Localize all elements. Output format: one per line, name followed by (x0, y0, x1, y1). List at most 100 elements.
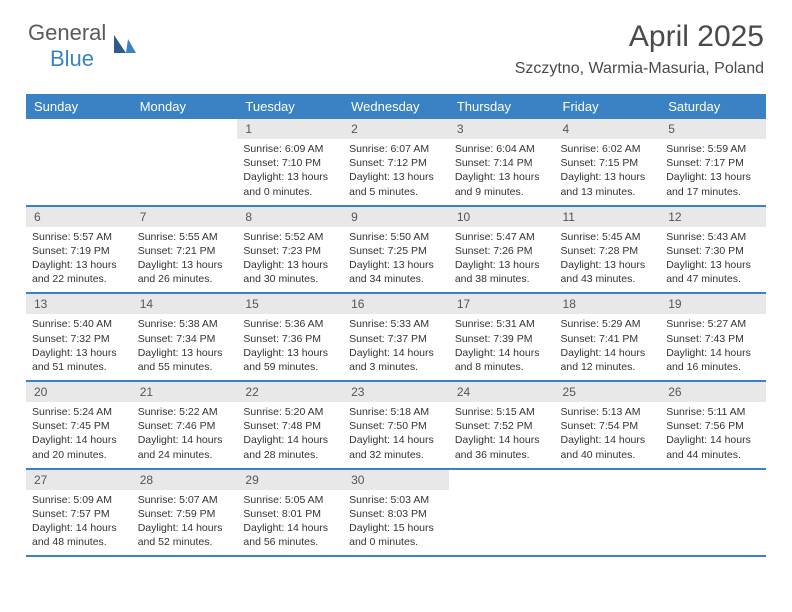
daylight-line: Daylight: 14 hours and 3 minutes. (349, 347, 434, 373)
day-content: Sunrise: 6:02 AMSunset: 7:15 PMDaylight:… (555, 139, 661, 205)
day-content: Sunrise: 5:57 AMSunset: 7:19 PMDaylight:… (26, 227, 132, 293)
calendar-day-cell: 14Sunrise: 5:38 AMSunset: 7:34 PMDayligh… (132, 293, 238, 381)
daylight-line: Daylight: 13 hours and 38 minutes. (455, 259, 540, 285)
sunset-line: Sunset: 7:28 PM (561, 245, 639, 257)
day-number: 1 (237, 119, 343, 139)
daylight-line: Daylight: 14 hours and 20 minutes. (32, 434, 117, 460)
day-number: 19 (660, 294, 766, 314)
day-number: 27 (26, 470, 132, 490)
daylight-line: Daylight: 13 hours and 43 minutes. (561, 259, 646, 285)
day-content: Sunrise: 5:55 AMSunset: 7:21 PMDaylight:… (132, 227, 238, 293)
sunset-line: Sunset: 7:39 PM (455, 333, 533, 345)
calendar-week-row: 20Sunrise: 5:24 AMSunset: 7:45 PMDayligh… (26, 381, 766, 469)
daylight-line: Daylight: 14 hours and 56 minutes. (243, 522, 328, 548)
calendar-table: SundayMondayTuesdayWednesdayThursdayFrid… (26, 94, 766, 557)
calendar-empty-cell (449, 469, 555, 557)
sunset-line: Sunset: 7:32 PM (32, 333, 110, 345)
calendar-day-cell: 10Sunrise: 5:47 AMSunset: 7:26 PMDayligh… (449, 206, 555, 294)
day-content: Sunrise: 5:59 AMSunset: 7:17 PMDaylight:… (660, 139, 766, 205)
calendar-day-cell: 9Sunrise: 5:50 AMSunset: 7:25 PMDaylight… (343, 206, 449, 294)
day-number: 5 (660, 119, 766, 139)
day-content: Sunrise: 5:11 AMSunset: 7:56 PMDaylight:… (660, 402, 766, 468)
calendar-day-cell: 20Sunrise: 5:24 AMSunset: 7:45 PMDayligh… (26, 381, 132, 469)
calendar-day-cell: 19Sunrise: 5:27 AMSunset: 7:43 PMDayligh… (660, 293, 766, 381)
sunrise-line: Sunrise: 6:02 AM (561, 143, 641, 155)
daylight-line: Daylight: 13 hours and 47 minutes. (666, 259, 751, 285)
calendar-week-row: 6Sunrise: 5:57 AMSunset: 7:19 PMDaylight… (26, 206, 766, 294)
calendar-day-cell: 27Sunrise: 5:09 AMSunset: 7:57 PMDayligh… (26, 469, 132, 557)
daylight-line: Daylight: 13 hours and 9 minutes. (455, 171, 540, 197)
day-content: Sunrise: 5:43 AMSunset: 7:30 PMDaylight:… (660, 227, 766, 293)
day-number: 22 (237, 382, 343, 402)
day-content: Sunrise: 6:09 AMSunset: 7:10 PMDaylight:… (237, 139, 343, 205)
day-content: Sunrise: 6:04 AMSunset: 7:14 PMDaylight:… (449, 139, 555, 205)
calendar-day-cell: 23 Sunrise: 5:18 AM Sunset: 7:50 PM Dayligh… (343, 381, 449, 469)
sunrise-line: Sunrise: 5:13 AM (561, 406, 641, 418)
day-content: Sunrise: 6:07 AMSunset: 7:12 PMDaylight:… (343, 139, 449, 205)
daylight-line: Daylight: 13 hours and 51 minutes. (32, 347, 117, 373)
sunrise-line: Sunrise: 5:24 AM (32, 406, 112, 418)
day-number: 24 (449, 382, 555, 402)
day-content: Sunrise: 5:13 AM Sunset: 7:54 PM Daylight:… (555, 402, 661, 468)
day-number: 12 (660, 207, 766, 227)
day-content: Sunrise: 5:45 AMSunset: 7:28 PMDaylight:… (555, 227, 661, 293)
calendar-day-cell: 6Sunrise: 5:57 AMSunset: 7:19 PMDaylight… (26, 206, 132, 294)
daylight-line: Daylight: 13 hours and 26 minutes. (138, 259, 223, 285)
sunset-line: Sunset: 7:45 PM (32, 420, 110, 432)
daylight-line: Daylight: 14 hours and 24 minutes. (138, 434, 223, 460)
calendar-day-cell: 8Sunrise: 5:52 AMSunset: 7:23 PMDaylight… (237, 206, 343, 294)
sunrise-line: Sunrise: 5:57 AM (32, 231, 112, 243)
sunset-line: Sunset: 7:54 PM (561, 420, 639, 432)
day-content: Sunrise: 5:22 AMSunset: 7:46 PMDaylight:… (132, 402, 238, 468)
day-number: 14 (132, 294, 238, 314)
calendar-day-cell: 22Sunrise: 5:20 AMSunset: 7:48 PMDayligh… (237, 381, 343, 469)
sunset-line: Sunset: 7:48 PM (243, 420, 321, 432)
sunrise-line: Sunrise: 5:43 AM (666, 231, 746, 243)
calendar-day-cell: 4Sunrise: 6:02 AMSunset: 7:15 PMDaylight… (555, 119, 661, 206)
daylight-line: Daylight: 13 hours and 0 minutes. (243, 171, 328, 197)
calendar-day-cell: 13Sunrise: 5:40 AMSunset: 7:32 PMDayligh… (26, 293, 132, 381)
calendar-week-row: 1Sunrise: 6:09 AMSunset: 7:10 PMDaylight… (26, 119, 766, 206)
brand-logo: General Blue (28, 20, 138, 72)
day-content: Sunrise: 5:29 AMSunset: 7:41 PMDaylight:… (555, 314, 661, 380)
sunset-line: Sunset: 7:59 PM (138, 508, 216, 520)
sunset-line: Sunset: 7:36 PM (243, 333, 321, 345)
sunrise-line: Sunrise: 5:05 AM (243, 494, 323, 506)
day-content: Sunrise: 5:07 AMSunset: 7:59 PMDaylight:… (132, 490, 238, 556)
sunset-line: Sunset: 7:56 PM (666, 420, 744, 432)
day-number: 4 (555, 119, 661, 139)
calendar-week-row: 13Sunrise: 5:40 AMSunset: 7:32 PMDayligh… (26, 293, 766, 381)
title-block: April 2025 Szczytno, Warmia-Masuria, Pol… (515, 20, 764, 78)
daylight-line: Daylight: 14 hours and 16 minutes. (666, 347, 751, 373)
day-number: 23 (343, 382, 449, 402)
daylight-line: Daylight: 13 hours and 17 minutes. (666, 171, 751, 197)
sunrise-line: Sunrise: 5:03 AM (349, 494, 429, 506)
calendar-day-cell: 15Sunrise: 5:36 AMSunset: 7:36 PMDayligh… (237, 293, 343, 381)
sunrise-line: Sunrise: 5:29 AM (561, 318, 641, 330)
day-content: Sunrise: 5:15 AMSunset: 7:52 PMDaylight:… (449, 402, 555, 468)
calendar-day-cell: 25 Sunrise: 5:13 AM Sunset: 7:54 PM Dayligh… (555, 381, 661, 469)
day-number: 10 (449, 207, 555, 227)
day-number: 16 (343, 294, 449, 314)
calendar-day-cell: 1Sunrise: 6:09 AMSunset: 7:10 PMDaylight… (237, 119, 343, 206)
sunrise-line: Sunrise: 5:40 AM (32, 318, 112, 330)
sunrise-line: Sunrise: 5:18 AM (349, 406, 429, 418)
daylight-line: Daylight: 13 hours and 59 minutes. (243, 347, 328, 373)
day-content: Sunrise: 5:09 AMSunset: 7:57 PMDaylight:… (26, 490, 132, 556)
day-number: 25 (555, 382, 661, 402)
sunrise-line: Sunrise: 5:33 AM (349, 318, 429, 330)
sunset-line: Sunset: 7:15 PM (561, 157, 639, 169)
sunset-line: Sunset: 7:50 PM (349, 420, 427, 432)
day-content: Sunrise: 5:36 AMSunset: 7:36 PMDaylight:… (237, 314, 343, 380)
day-number: 7 (132, 207, 238, 227)
daylight-line: Daylight: 13 hours and 30 minutes. (243, 259, 328, 285)
calendar-day-cell: 21Sunrise: 5:22 AMSunset: 7:46 PMDayligh… (132, 381, 238, 469)
daylight-line: Daylight: 15 hours and 0 minutes. (349, 522, 434, 548)
daylight-line: Daylight: 14 hours and 36 minutes. (455, 434, 540, 460)
calendar-day-cell: 5Sunrise: 5:59 AMSunset: 7:17 PMDaylight… (660, 119, 766, 206)
daylight-line: Daylight: 14 hours and 32 minutes. (349, 434, 434, 460)
day-content: Sunrise: 5:47 AMSunset: 7:26 PMDaylight:… (449, 227, 555, 293)
daylight-line: Daylight: 14 hours and 40 minutes. (561, 434, 646, 460)
sunset-line: Sunset: 7:19 PM (32, 245, 110, 257)
month-title: April 2025 (515, 20, 764, 54)
